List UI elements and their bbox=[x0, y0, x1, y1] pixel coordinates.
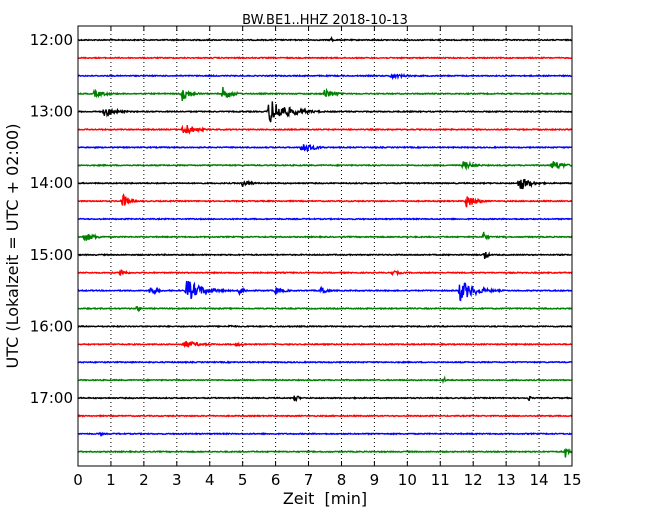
x-tick-label: 15 bbox=[562, 471, 581, 489]
trace-line bbox=[77, 395, 573, 403]
trace-line bbox=[77, 340, 573, 349]
y-tick-label: 12:00 bbox=[30, 31, 73, 49]
trace-line bbox=[77, 324, 573, 329]
x-tick-label: 2 bbox=[139, 471, 149, 489]
x-tick-label: 0 bbox=[73, 471, 83, 489]
x-tick-label: 8 bbox=[337, 471, 347, 489]
x-tick-label: 11 bbox=[431, 471, 450, 489]
x-tick-label: 10 bbox=[398, 471, 417, 489]
x-tick-label: 13 bbox=[497, 471, 516, 489]
x-tick-label: 12 bbox=[464, 471, 483, 489]
x-axis: 0 1 2 3 4 5 6 7 8 9 10 11 12 13 14 15 bbox=[73, 26, 582, 489]
y-axis-label: UTC (Lokalzeit = UTC + 02:00) bbox=[3, 124, 22, 369]
trace-line bbox=[77, 144, 573, 153]
trace-line bbox=[77, 86, 573, 102]
trace-line bbox=[77, 305, 573, 313]
trace-line bbox=[77, 231, 573, 242]
y-tick-label: 17:00 bbox=[30, 389, 73, 407]
trace-line bbox=[77, 360, 573, 364]
x-tick-label: 1 bbox=[106, 471, 116, 489]
trace-line bbox=[77, 124, 573, 135]
trace-line bbox=[77, 217, 573, 221]
x-axis-label: Zeit [min] bbox=[283, 489, 367, 508]
x-tick-label: 9 bbox=[370, 471, 380, 489]
y-tick-label: 15:00 bbox=[30, 246, 73, 264]
trace-line bbox=[77, 160, 573, 171]
plot-frame bbox=[77, 25, 573, 467]
trace-line bbox=[77, 414, 573, 418]
trace-line bbox=[77, 193, 573, 208]
grid-lines bbox=[110, 26, 540, 466]
trace-line bbox=[77, 447, 573, 458]
x-tick-label: 14 bbox=[530, 471, 549, 489]
y-tick-label: 14:00 bbox=[30, 174, 73, 192]
trace-line bbox=[77, 56, 573, 60]
trace-line bbox=[77, 101, 573, 123]
y-tick-label: 16:00 bbox=[30, 317, 73, 335]
x-tick-label: 4 bbox=[205, 471, 215, 489]
trace-line bbox=[77, 251, 573, 260]
trace-line bbox=[77, 431, 573, 437]
trace-line bbox=[77, 178, 573, 190]
trace-line bbox=[77, 375, 573, 385]
x-tick-label: 6 bbox=[271, 471, 281, 489]
x-tick-label: 7 bbox=[304, 471, 314, 489]
y-tick-label: 13:00 bbox=[30, 103, 73, 121]
trace-line bbox=[77, 280, 573, 302]
chart-title: BW.BE1..HHZ 2018-10-13 bbox=[242, 13, 408, 28]
trace-line bbox=[77, 269, 573, 277]
x-tick-label: 3 bbox=[172, 471, 182, 489]
y-axis: 12:00 13:00 14:00 15:00 16:00 17:00 bbox=[30, 31, 572, 407]
traces bbox=[77, 35, 573, 458]
trace-line bbox=[77, 35, 573, 43]
trace-line bbox=[77, 72, 573, 81]
x-tick-label: 5 bbox=[238, 471, 248, 489]
